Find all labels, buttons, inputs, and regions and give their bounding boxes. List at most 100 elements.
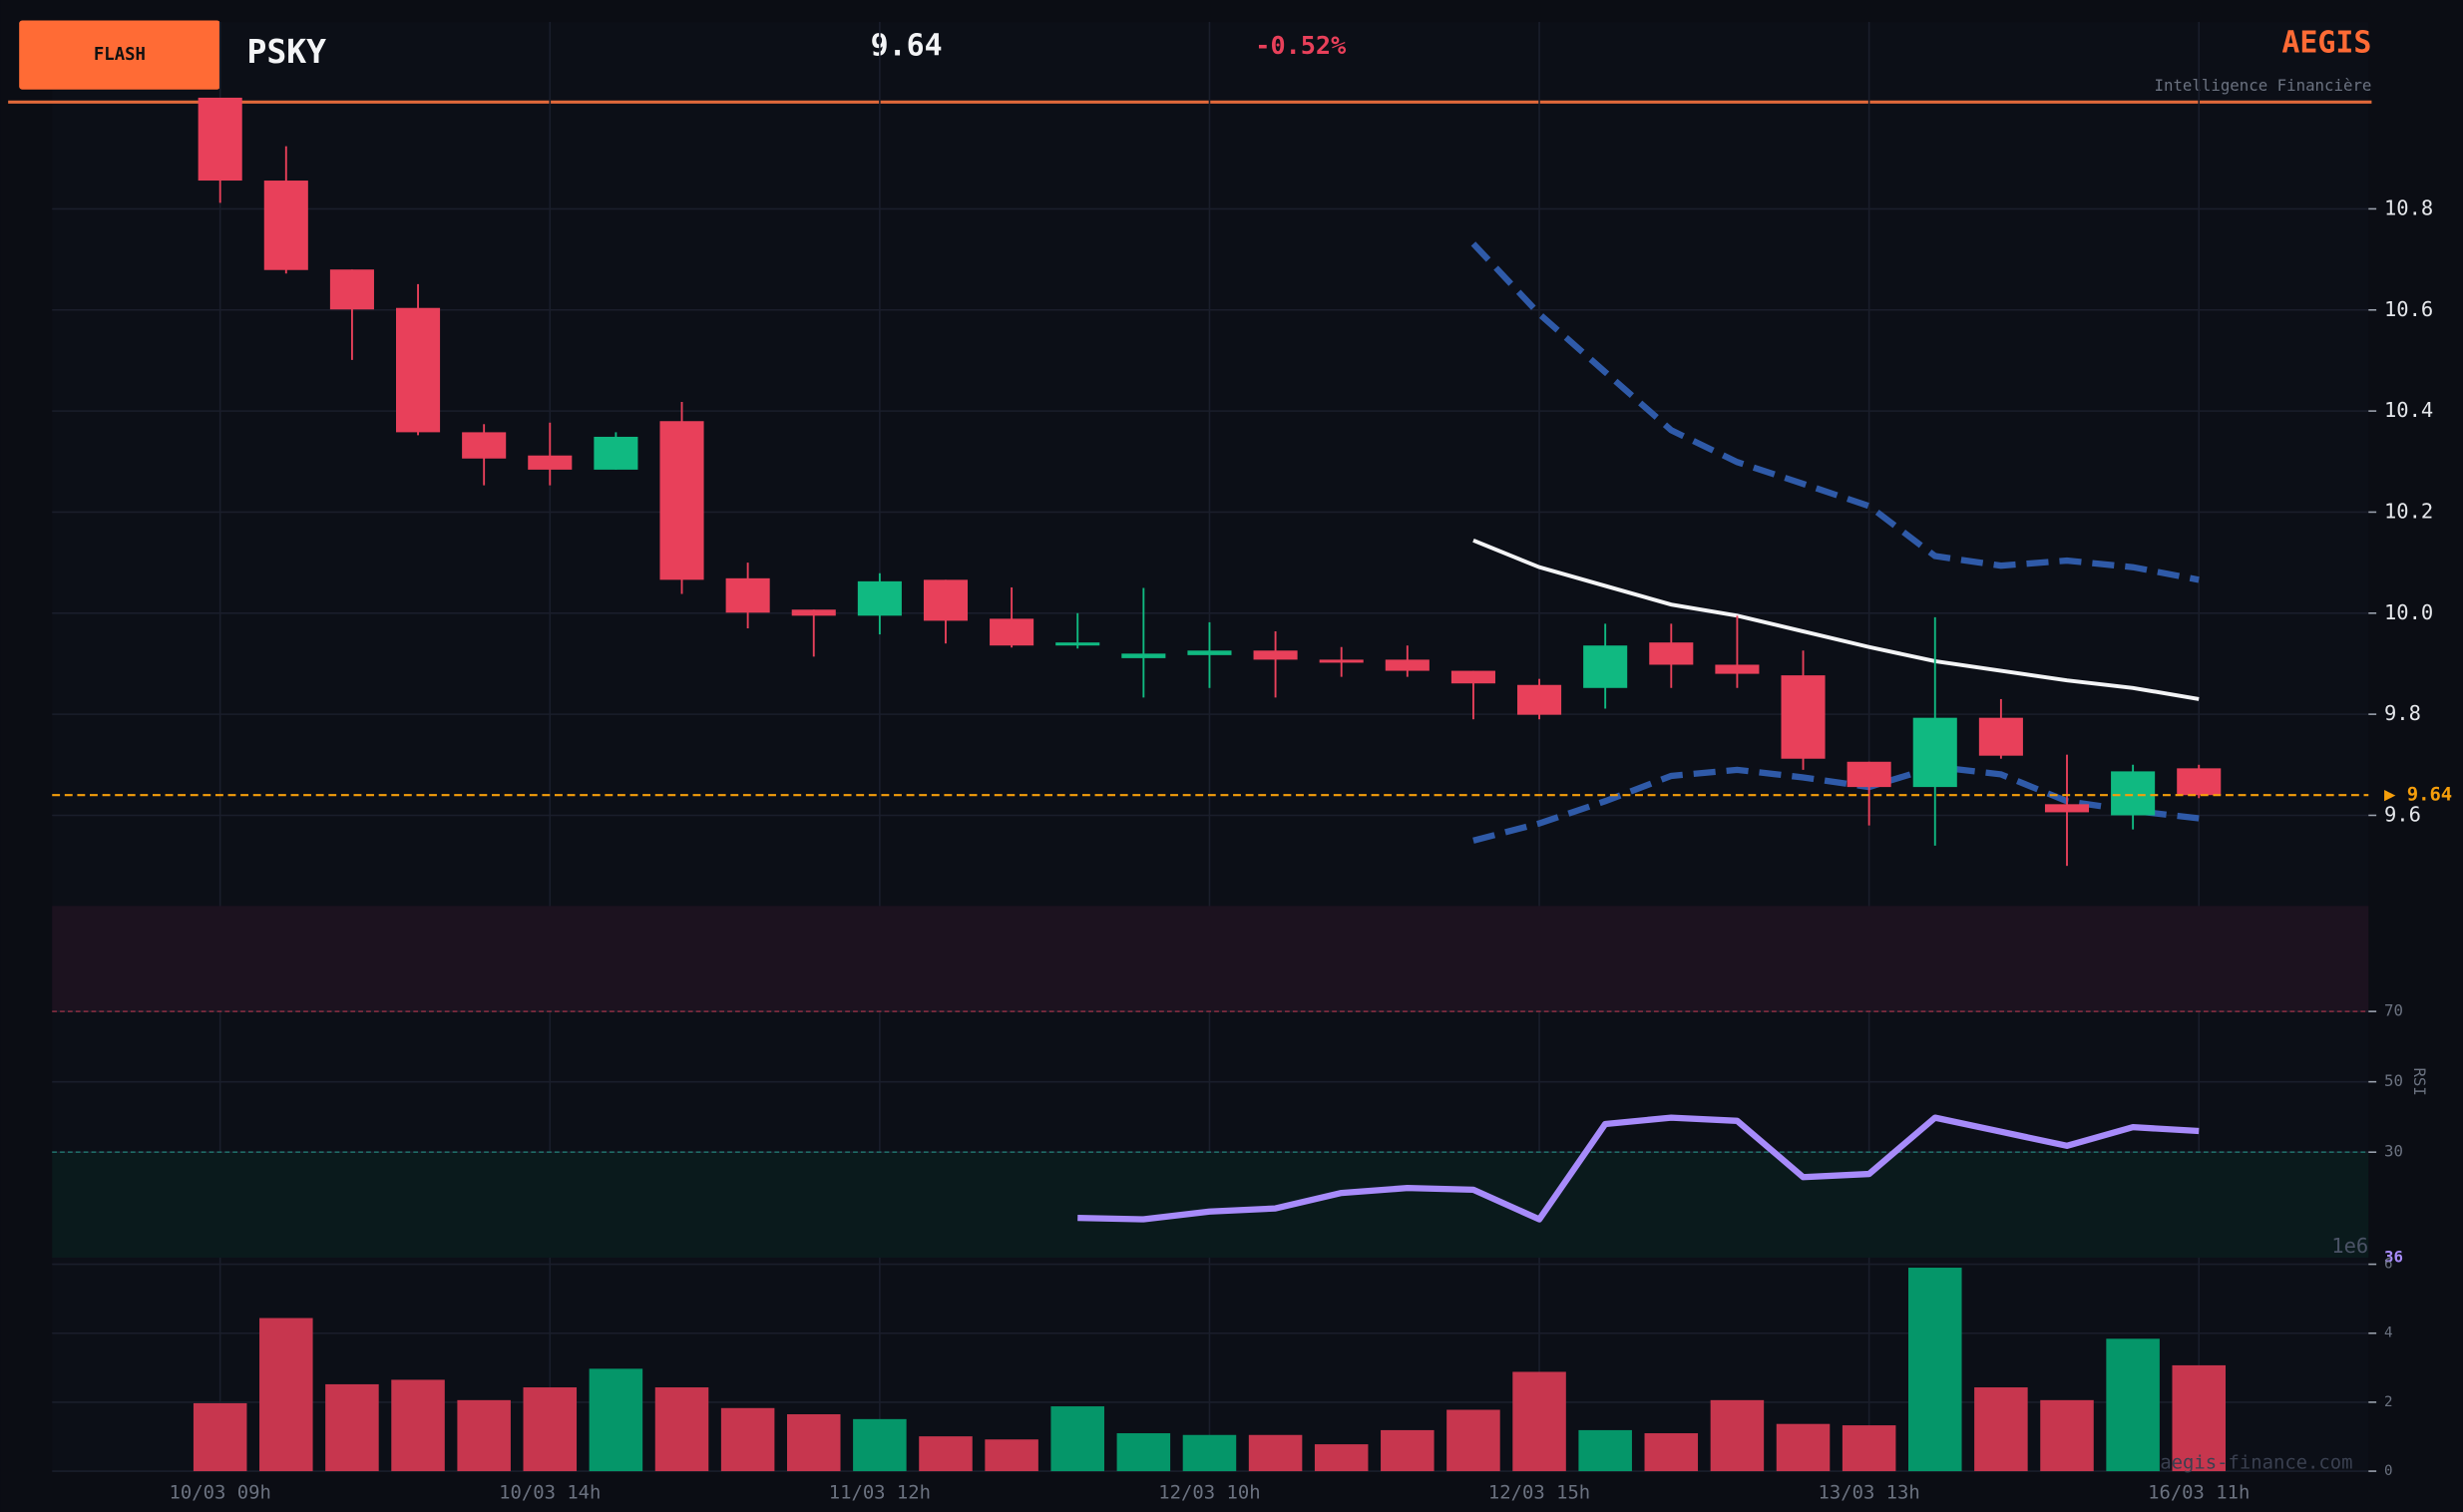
volume-bar xyxy=(853,1418,907,1472)
candle-body xyxy=(1121,653,1166,658)
volume-bar xyxy=(589,1368,643,1472)
candle-body xyxy=(1649,642,1694,665)
candle-body xyxy=(990,618,1034,646)
volume-bar xyxy=(2106,1338,2160,1472)
y-tick-label: 9.6 xyxy=(2384,802,2421,826)
candle-body xyxy=(791,609,836,616)
candle-body xyxy=(1319,659,1364,663)
badge-text: FLASH xyxy=(94,45,146,65)
y-tick-label: 6 xyxy=(2384,1257,2393,1273)
y-tick-label: 10.8 xyxy=(2384,195,2433,219)
watermark: aegis-finance.com xyxy=(2160,1452,2352,1474)
oversold-zone xyxy=(52,1152,2369,1258)
volume-bar xyxy=(985,1439,1038,1472)
candle-body xyxy=(725,577,770,613)
x-tick-label: 13/03 13h xyxy=(1819,1482,1920,1504)
candle-body xyxy=(2111,771,2156,816)
candle-body xyxy=(1912,717,1957,788)
band-line xyxy=(1472,763,2200,844)
x-tick-label: 10/03 09h xyxy=(170,1482,271,1504)
candle-body xyxy=(1583,645,1628,688)
candle-body xyxy=(462,432,507,459)
plot: 10/03 09h 10/03 14h 11/03 12h 12/03 10h 12/0… xyxy=(52,22,2452,1504)
candle-body xyxy=(1517,684,1562,715)
volume-bar xyxy=(1512,1371,1566,1472)
volume-bar xyxy=(1248,1434,1303,1472)
band-line xyxy=(1470,241,2200,583)
candle-body xyxy=(1055,642,1100,646)
y-tick-label: 10.6 xyxy=(2384,297,2433,321)
y-tick-label: 0 xyxy=(2384,1463,2393,1479)
volume-bar xyxy=(1381,1429,1435,1472)
offset-label: 1e6 xyxy=(2331,1234,2368,1258)
volume-bar xyxy=(919,1436,973,1472)
band-line xyxy=(1472,539,2200,701)
volume-bar xyxy=(1974,1387,2028,1472)
y-tick-label: 10.0 xyxy=(2384,600,2433,624)
brand: AEGIS xyxy=(2281,26,2371,61)
candle-body xyxy=(1187,650,1232,655)
candle-body xyxy=(2177,768,2222,796)
price: 9.64 xyxy=(871,29,943,64)
volume-bar xyxy=(1644,1433,1699,1472)
candle-body xyxy=(263,181,308,270)
volume-bar xyxy=(1710,1399,1765,1472)
y-tick-label: 10.2 xyxy=(2384,499,2433,523)
x-tick-label: 12/03 15h xyxy=(1488,1482,1590,1504)
y-tick-label: 10.4 xyxy=(2384,398,2433,422)
badge xyxy=(19,20,220,90)
tagline: Intelligence Financière xyxy=(2155,76,2372,95)
volume-bar xyxy=(720,1407,775,1472)
candle-body xyxy=(1847,761,1891,788)
candle-body xyxy=(923,579,969,621)
rsi-last-label: 36 xyxy=(2384,1247,2403,1266)
candle-body xyxy=(594,436,638,470)
candle-body xyxy=(198,97,242,182)
candle-body xyxy=(396,307,441,433)
volume-bar xyxy=(325,1383,379,1472)
volume-bar xyxy=(523,1387,578,1472)
volume-bar xyxy=(1116,1433,1171,1472)
volume-bar xyxy=(1182,1434,1237,1472)
volume-bar xyxy=(2040,1399,2094,1472)
x-tick-label: 16/03 11h xyxy=(2148,1482,2250,1504)
volume-bar xyxy=(1050,1406,1104,1472)
volume-bar xyxy=(391,1379,445,1472)
x-tick-label: 11/03 12h xyxy=(829,1482,931,1504)
candle-body xyxy=(1978,717,2023,756)
volume-bar xyxy=(2172,1364,2226,1472)
candle-body xyxy=(1715,664,1760,674)
candle-body xyxy=(659,421,704,580)
candle-body xyxy=(1385,659,1430,671)
volume-bar xyxy=(1842,1425,1896,1472)
last-price-label: ▶ 9.64 xyxy=(2384,784,2452,806)
candle-body xyxy=(1450,670,1495,684)
volume-bar xyxy=(259,1318,313,1472)
volume-bar xyxy=(1314,1444,1369,1472)
candle-body xyxy=(528,455,573,470)
volume-bar xyxy=(1446,1409,1500,1472)
candle-body xyxy=(1253,650,1298,660)
candle-body xyxy=(329,269,374,310)
volume-bar xyxy=(654,1387,709,1472)
y-tick-label: 9.8 xyxy=(2384,701,2421,725)
y-tick-label: 70 xyxy=(2384,1001,2403,1020)
change: -0.52% xyxy=(1255,31,1346,60)
candle-body xyxy=(857,580,902,616)
volume-bar xyxy=(193,1402,247,1472)
volume-bar xyxy=(1908,1268,1962,1472)
ticker: PSKY xyxy=(246,32,326,71)
x-tick-label: 10/03 14h xyxy=(499,1482,601,1504)
y-tick-label: 50 xyxy=(2384,1071,2403,1090)
volume-bar xyxy=(786,1414,841,1472)
y-axis-label: RSI xyxy=(2410,1067,2429,1095)
volume-bar xyxy=(1578,1429,1632,1472)
x-tick-label: 12/03 10h xyxy=(1158,1482,1260,1504)
candle-body xyxy=(1781,675,1826,759)
rsi-line xyxy=(1077,1114,2200,1223)
y-tick-label: 4 xyxy=(2384,1325,2393,1341)
overbought-zone xyxy=(52,906,2369,1012)
volume-bar xyxy=(1776,1423,1831,1472)
